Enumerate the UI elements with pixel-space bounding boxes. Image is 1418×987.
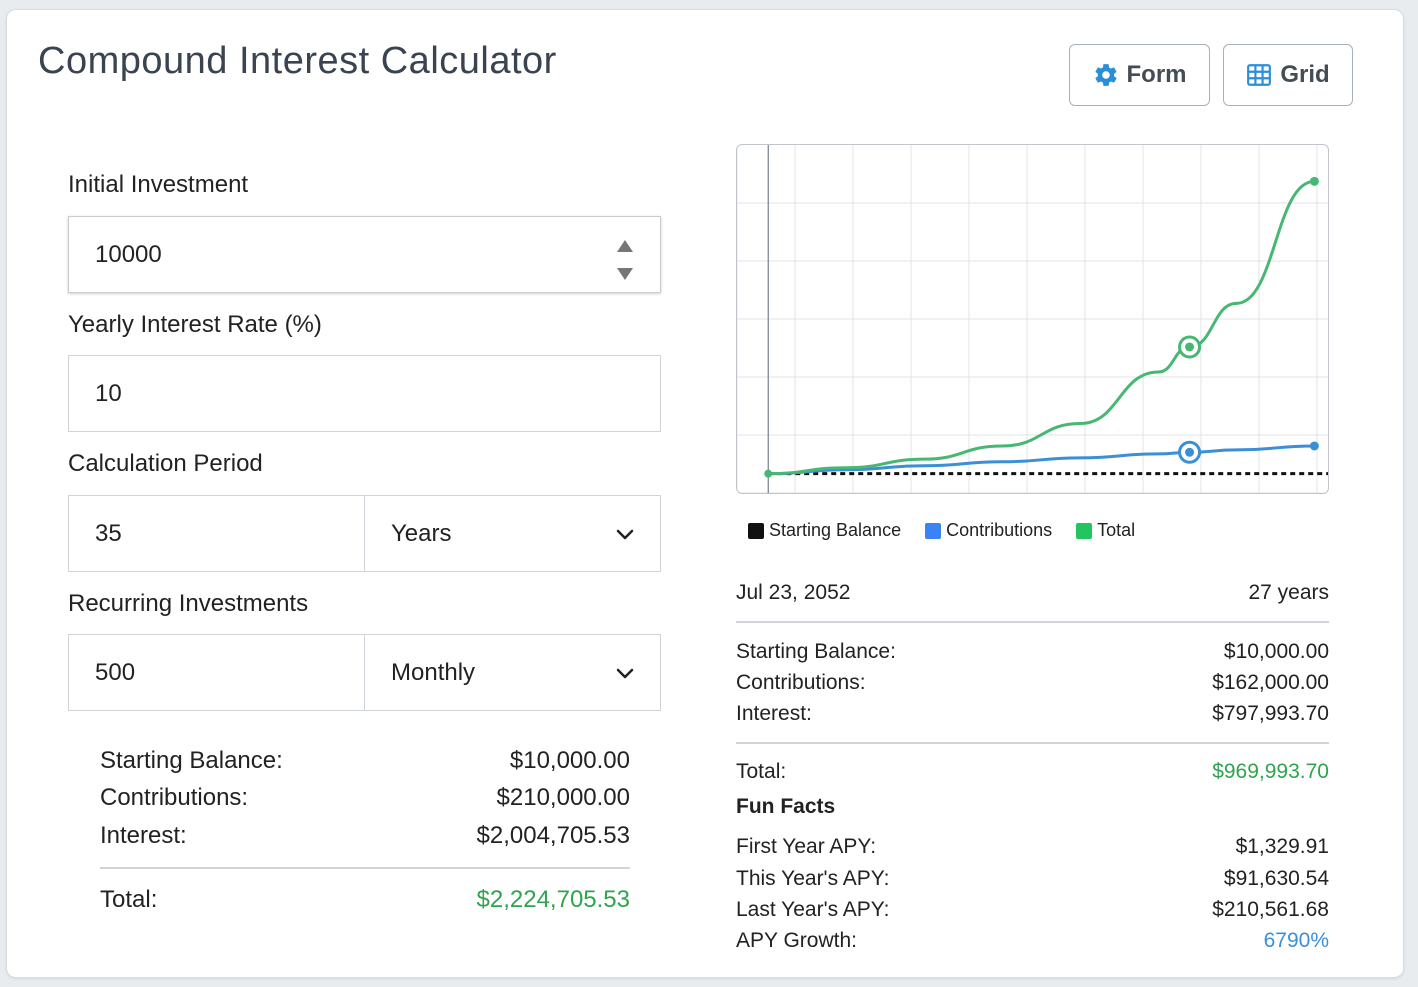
initial-investment-label: Initial Investment: [68, 171, 249, 198]
legend-contributions[interactable]: Contributions: [925, 520, 1052, 541]
table-icon: [1246, 62, 1272, 88]
gear-icon: [1093, 62, 1119, 88]
snapshot-contributions-label: Contributions:: [736, 671, 866, 694]
period-unit-value: Years: [391, 519, 452, 547]
legend-starting-label: Starting Balance: [769, 520, 902, 540]
fun-first-year-value: $1,329.91: [1235, 835, 1329, 858]
summary-interest-label: Interest:: [100, 822, 187, 849]
interest-rate-label: Yearly Interest Rate (%): [68, 311, 322, 338]
spinner-up-icon[interactable]: [617, 231, 633, 259]
legend-total-label: Total: [1097, 520, 1136, 540]
snapshot-starting-value: $10,000.00: [1223, 640, 1329, 663]
snapshot-interest-row: Interest: $797,993.70: [736, 702, 1329, 726]
calculation-period-value: 35: [95, 519, 122, 547]
summary-contributions-label: Contributions:: [100, 784, 249, 811]
fun-growth-value: 6790%: [1263, 929, 1329, 952]
summary-contributions-value: $210,000.00: [496, 784, 630, 811]
fun-first-year-label: First Year APY:: [736, 835, 877, 858]
snapshot-starting-row: Starting Balance: $10,000.00: [736, 640, 1329, 664]
form-button-label: Form: [1126, 61, 1187, 88]
snapshot-interest-value: $797,993.70: [1212, 702, 1329, 725]
fun-first-year-row: First Year APY: $1,329.91: [736, 835, 1329, 859]
grid-view-button[interactable]: Grid: [1223, 44, 1353, 106]
number-spinner[interactable]: [616, 231, 634, 280]
snapshot-divider-bottom: [736, 742, 1329, 744]
snapshot-total-value: $969,993.70: [1212, 760, 1329, 783]
calculation-period-input[interactable]: 35: [68, 495, 365, 572]
snapshot-total-row: Total: $969,993.70: [736, 760, 1329, 784]
legend-swatch-total: [1076, 522, 1093, 539]
start-point: [764, 469, 773, 478]
fun-this-year-value: $91,630.54: [1223, 867, 1329, 890]
fun-growth-row: APY Growth: 6790%: [736, 929, 1329, 953]
growth-chart[interactable]: [736, 144, 1329, 494]
fun-last-year-value: $210,561.68: [1212, 898, 1329, 921]
contributions-line: [768, 444, 1315, 476]
recurring-frequency-value: Monthly: [391, 658, 476, 686]
summary-interest-row: Interest: $2,004,705.53: [100, 822, 630, 850]
snapshot-date: Jul 23, 2052: [736, 581, 851, 604]
summary-contributions-row: Contributions: $210,000.00: [100, 784, 630, 812]
fun-this-year-row: This Year's APY: $91,630.54: [736, 867, 1329, 891]
highlight-total-point: [1185, 342, 1195, 352]
fun-last-year-label: Last Year's APY:: [736, 898, 890, 921]
total-end-point: [1309, 176, 1319, 186]
chevron-down-icon: [616, 520, 634, 548]
initial-investment-input[interactable]: 10000: [68, 216, 661, 293]
snapshot-starting-label: Starting Balance:: [736, 640, 896, 663]
fun-last-year-row: Last Year's APY: $210,561.68: [736, 898, 1329, 922]
calculation-period-label: Calculation Period: [68, 450, 263, 477]
recurring-investments-label: Recurring Investments: [68, 590, 309, 617]
snapshot-years: 27 years: [1248, 581, 1329, 604]
total-line: [768, 179, 1315, 476]
snapshot-total-label: Total:: [736, 760, 787, 783]
summary-starting-label: Starting Balance:: [100, 747, 283, 774]
snapshot-contributions-row: Contributions: $162,000.00: [736, 671, 1329, 695]
snapshot-interest-label: Interest:: [736, 702, 812, 725]
initial-investment-value: 10000: [95, 240, 162, 268]
recurring-frequency-select[interactable]: Monthly: [364, 634, 661, 711]
legend-total[interactable]: Total: [1076, 520, 1135, 541]
legend-swatch-contributions: [925, 522, 942, 539]
summary-interest-value: $2,004,705.53: [476, 822, 630, 849]
summary-starting-value: $10,000.00: [509, 747, 630, 774]
summary-total-value: $2,224,705.53: [476, 886, 630, 913]
legend-contributions-label: Contributions: [946, 520, 1053, 540]
form-view-button[interactable]: Form: [1069, 44, 1210, 106]
contributions-end-point: [1309, 441, 1319, 451]
fun-growth-label: APY Growth:: [736, 929, 857, 952]
chart-legend: Starting Balance Contributions Total: [748, 520, 1135, 541]
snapshot-contributions-value: $162,000.00: [1212, 671, 1329, 694]
fun-facts-title: Fun Facts: [736, 795, 836, 818]
recurring-amount-value: 500: [95, 658, 136, 686]
summary-total-row: Total: $2,224,705.53: [100, 886, 630, 914]
recurring-amount-input[interactable]: 500: [68, 634, 365, 711]
spinner-down-icon[interactable]: [617, 259, 633, 287]
chevron-down-icon: [616, 659, 634, 687]
snapshot-header-row: Jul 23, 2052 27 years: [736, 581, 1329, 605]
highlight-contributions-point: [1185, 447, 1195, 457]
period-unit-select[interactable]: Years: [364, 495, 661, 572]
legend-starting-balance[interactable]: Starting Balance: [748, 520, 901, 541]
interest-rate-input[interactable]: 10: [68, 355, 661, 432]
page-title: Compound Interest Calculator: [38, 40, 557, 82]
interest-rate-value: 10: [95, 379, 122, 407]
summary-total-label: Total:: [100, 886, 158, 913]
grid-button-label: Grid: [1280, 61, 1330, 88]
summary-starting-row: Starting Balance: $10,000.00: [100, 747, 630, 775]
summary-divider: [100, 867, 630, 869]
legend-swatch-starting: [748, 522, 764, 539]
fun-this-year-label: This Year's APY:: [736, 867, 890, 890]
snapshot-divider-top: [736, 621, 1329, 623]
growth-chart-svg: [737, 145, 1328, 493]
